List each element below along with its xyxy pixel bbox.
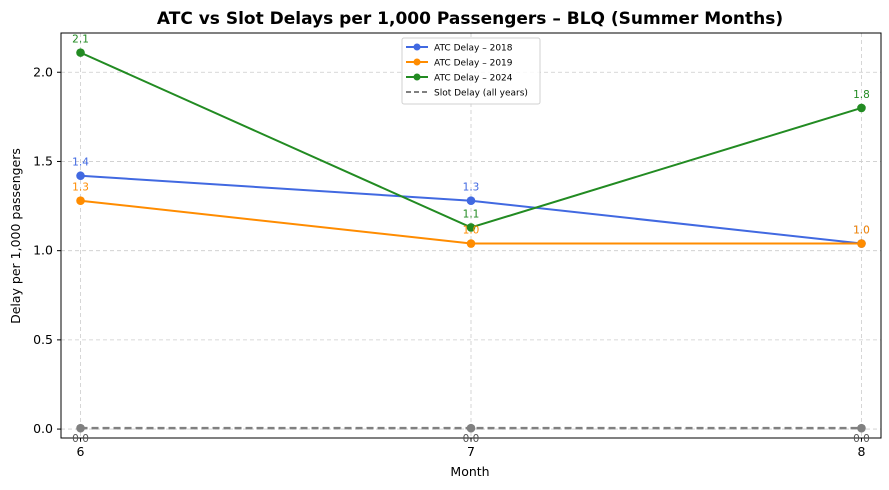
axis-ticks: 0.0 0.5 1.0 1.5 2.0 6 7 8 bbox=[33, 64, 865, 459]
chart-title: ATC vs Slot Delays per 1,000 Passengers … bbox=[157, 9, 783, 29]
data-point bbox=[76, 171, 85, 181]
y-tick-label: 1.5 bbox=[33, 153, 53, 168]
y-tick-label: 1.0 bbox=[33, 243, 53, 258]
data-point bbox=[466, 223, 476, 232]
y-tick-label: 2.0 bbox=[33, 64, 53, 79]
x-axis-label: Month bbox=[450, 464, 489, 479]
legend-entry: ATC Delay – 2018 bbox=[434, 44, 513, 54]
data-label: 1.0 bbox=[463, 225, 480, 237]
x-tick-label: 8 bbox=[857, 444, 865, 459]
legend-marker bbox=[413, 58, 421, 66]
legend: ATC Delay – 2018 ATC Delay – 2019 ATC Dela… bbox=[401, 37, 541, 105]
data-label: 1.0 bbox=[853, 225, 870, 237]
data-label: 0.0 bbox=[853, 433, 870, 445]
data-point bbox=[857, 239, 866, 248]
legend-entry: ATC Delay – 2019 bbox=[434, 59, 513, 69]
data-point bbox=[857, 423, 866, 433]
series-group bbox=[76, 48, 866, 433]
data-point bbox=[76, 196, 85, 206]
data-label: 1.1 bbox=[463, 208, 480, 220]
data-point bbox=[466, 423, 476, 433]
data-label: 2.1 bbox=[72, 34, 89, 46]
legend-entry: Slot Delay (all years) bbox=[434, 89, 528, 99]
x-tick-label: 6 bbox=[77, 444, 85, 459]
data-label: 1.3 bbox=[463, 182, 480, 194]
data-labels: 1.41.31.01.31.0 1.02.11.11.80.0 0.0 0.0 bbox=[72, 34, 870, 446]
data-label: 1.4 bbox=[72, 157, 89, 169]
data-label: 1.3 bbox=[72, 182, 89, 194]
legend-entry: ATC Delay – 2024 bbox=[434, 74, 513, 84]
legend-marker bbox=[413, 43, 421, 51]
data-label: 1.0 bbox=[853, 225, 870, 237]
y-tick-label: 0.5 bbox=[33, 332, 53, 347]
data-point bbox=[466, 196, 476, 206]
legend-marker bbox=[413, 73, 421, 81]
data-point bbox=[466, 239, 476, 248]
data-point bbox=[857, 103, 866, 113]
data-point bbox=[76, 423, 85, 433]
x-tick-label: 7 bbox=[467, 444, 475, 459]
data-label: 0.0 bbox=[463, 433, 480, 445]
data-label: 0.0 bbox=[72, 433, 89, 445]
y-axis-label: Delay per 1,000 passengers bbox=[8, 148, 23, 324]
data-label: 1.8 bbox=[853, 89, 870, 101]
legend-box bbox=[401, 37, 541, 105]
data-point bbox=[76, 48, 85, 57]
y-tick-label: 0.0 bbox=[33, 421, 53, 436]
